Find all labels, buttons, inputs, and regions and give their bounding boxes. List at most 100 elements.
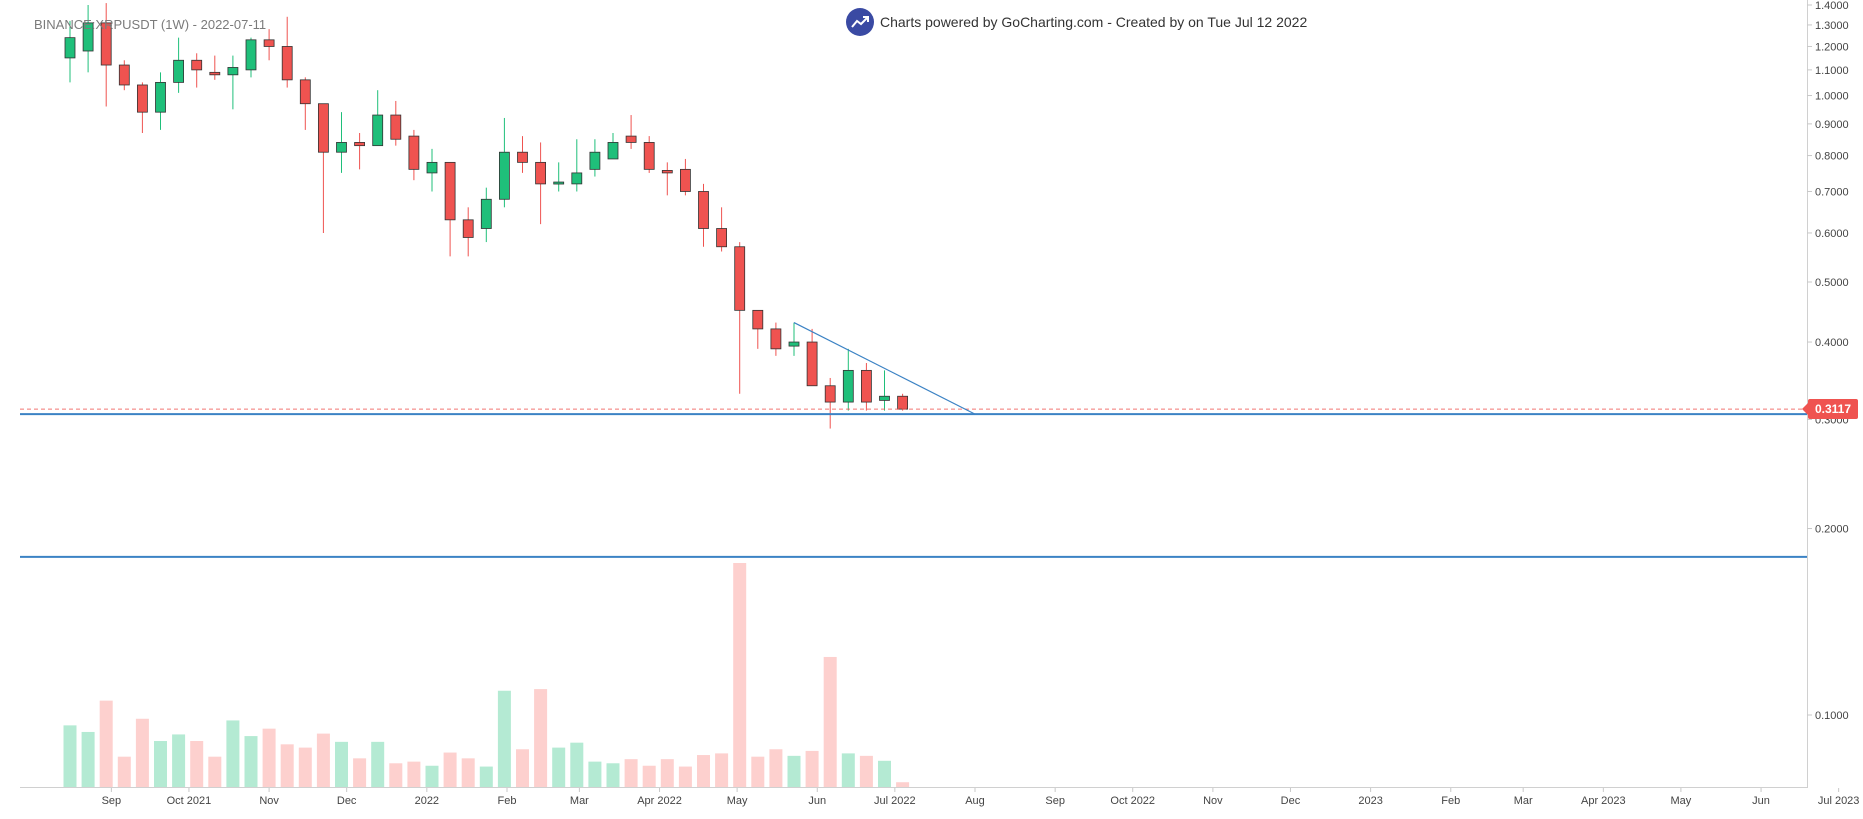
volume-bar (280, 744, 294, 788)
volume-bar (208, 756, 222, 788)
volume-bar (805, 750, 819, 788)
volume-bar (516, 749, 529, 788)
candle-body (698, 191, 709, 229)
volume-bar (624, 759, 638, 788)
candle (64, 20, 76, 83)
time-tick-label: Mar (570, 795, 589, 807)
candle (281, 16, 293, 88)
candle (535, 142, 546, 225)
candle (227, 55, 239, 110)
candle-body (498, 151, 510, 200)
time-tick-label: Sep (1045, 795, 1065, 807)
candle-body (770, 328, 782, 350)
candle (118, 60, 130, 91)
volume-bar (841, 753, 855, 788)
volume-bar (226, 720, 240, 788)
credit-banner[interactable]: Charts powered by GoCharting.com - Creat… (846, 8, 1307, 36)
candle (571, 139, 583, 192)
candle-body (879, 395, 890, 401)
volume-bar (534, 689, 548, 788)
candle-body (173, 59, 185, 83)
time-tick-label: Apr 2023 (1581, 795, 1626, 807)
time-tick-label: Mar (1514, 795, 1533, 807)
candle-body (806, 341, 818, 387)
price-tick-label: 1.2000 (1815, 41, 1849, 53)
volume-bar (642, 765, 656, 788)
candle-body (861, 369, 872, 403)
volume-bar (154, 741, 167, 788)
price-tick-label: 0.2000 (1815, 524, 1849, 536)
trendline (793, 322, 976, 415)
price-axis[interactable]: 1.4000 1.3000 1.2000 1.1000 1.0000 0.9000 0.80… (1807, 0, 1849, 722)
volume-bar (190, 741, 204, 788)
candle (752, 309, 764, 349)
candle (861, 363, 872, 411)
time-tick-label: Aug (965, 795, 985, 807)
time-axis[interactable]: Sep Oct 2021 Nov Dec 2022 Feb Mar Apr 2022 May Ju… (102, 788, 1860, 807)
candle-body (209, 71, 221, 76)
candle (716, 207, 727, 252)
candle-body (625, 135, 637, 143)
candle-body (245, 39, 257, 71)
price-tick-label: 0.1000 (1815, 710, 1849, 722)
time-tick-label: Jul 2023 (1818, 795, 1860, 807)
volume-bar (461, 758, 475, 788)
volume-bar (570, 742, 584, 788)
candle (897, 393, 908, 411)
time-tick-label: Oct 2022 (1110, 795, 1155, 807)
candle-body (661, 170, 673, 174)
candle (517, 136, 528, 173)
candle (191, 53, 203, 88)
candle-body (589, 151, 601, 170)
candle-body (336, 142, 347, 153)
candle-body (444, 161, 456, 221)
price-tick-label: 1.4000 (1815, 0, 1849, 12)
candle-body (788, 341, 800, 347)
volume-bar (172, 734, 186, 788)
candle-body (643, 142, 655, 170)
volume-bar (697, 755, 710, 788)
volume-bar (335, 741, 348, 788)
candle (462, 207, 474, 257)
candle-body (118, 64, 130, 86)
candle (661, 162, 673, 196)
candle-body (317, 103, 329, 153)
price-tick-label: 0.9000 (1815, 119, 1849, 131)
candle (480, 187, 492, 243)
time-tick-label: Dec (1281, 795, 1301, 807)
volume-bar (588, 761, 602, 788)
price-tick-label: 0.8000 (1815, 151, 1849, 163)
time-tick-label: Feb (1441, 795, 1460, 807)
candle (299, 77, 311, 130)
candles (64, 3, 908, 429)
candle (354, 132, 366, 170)
candle (680, 158, 691, 196)
candle-body (553, 181, 565, 185)
candle-body (480, 198, 492, 229)
candle-body (897, 395, 908, 410)
candle (82, 5, 94, 73)
candle-body (64, 37, 76, 59)
volume-bar (407, 761, 421, 788)
candle (589, 139, 601, 177)
candle (408, 129, 420, 181)
candle-body (734, 246, 746, 311)
candle-body (227, 67, 239, 76)
candle (336, 112, 347, 173)
candle (100, 3, 112, 107)
candle (263, 29, 275, 61)
volume-bar (443, 752, 457, 788)
candle (426, 148, 438, 192)
volume-bar (425, 765, 439, 788)
overlays (20, 322, 1807, 558)
time-tick-label: Jun (1752, 795, 1770, 807)
volume-bar (262, 728, 276, 788)
candle-body (462, 219, 474, 238)
candle (372, 90, 384, 147)
candle-body (716, 228, 727, 248)
candle-body (100, 22, 112, 66)
time-tick-label: Nov (259, 795, 279, 807)
volume-bar (389, 763, 403, 788)
candle-body (408, 135, 420, 170)
